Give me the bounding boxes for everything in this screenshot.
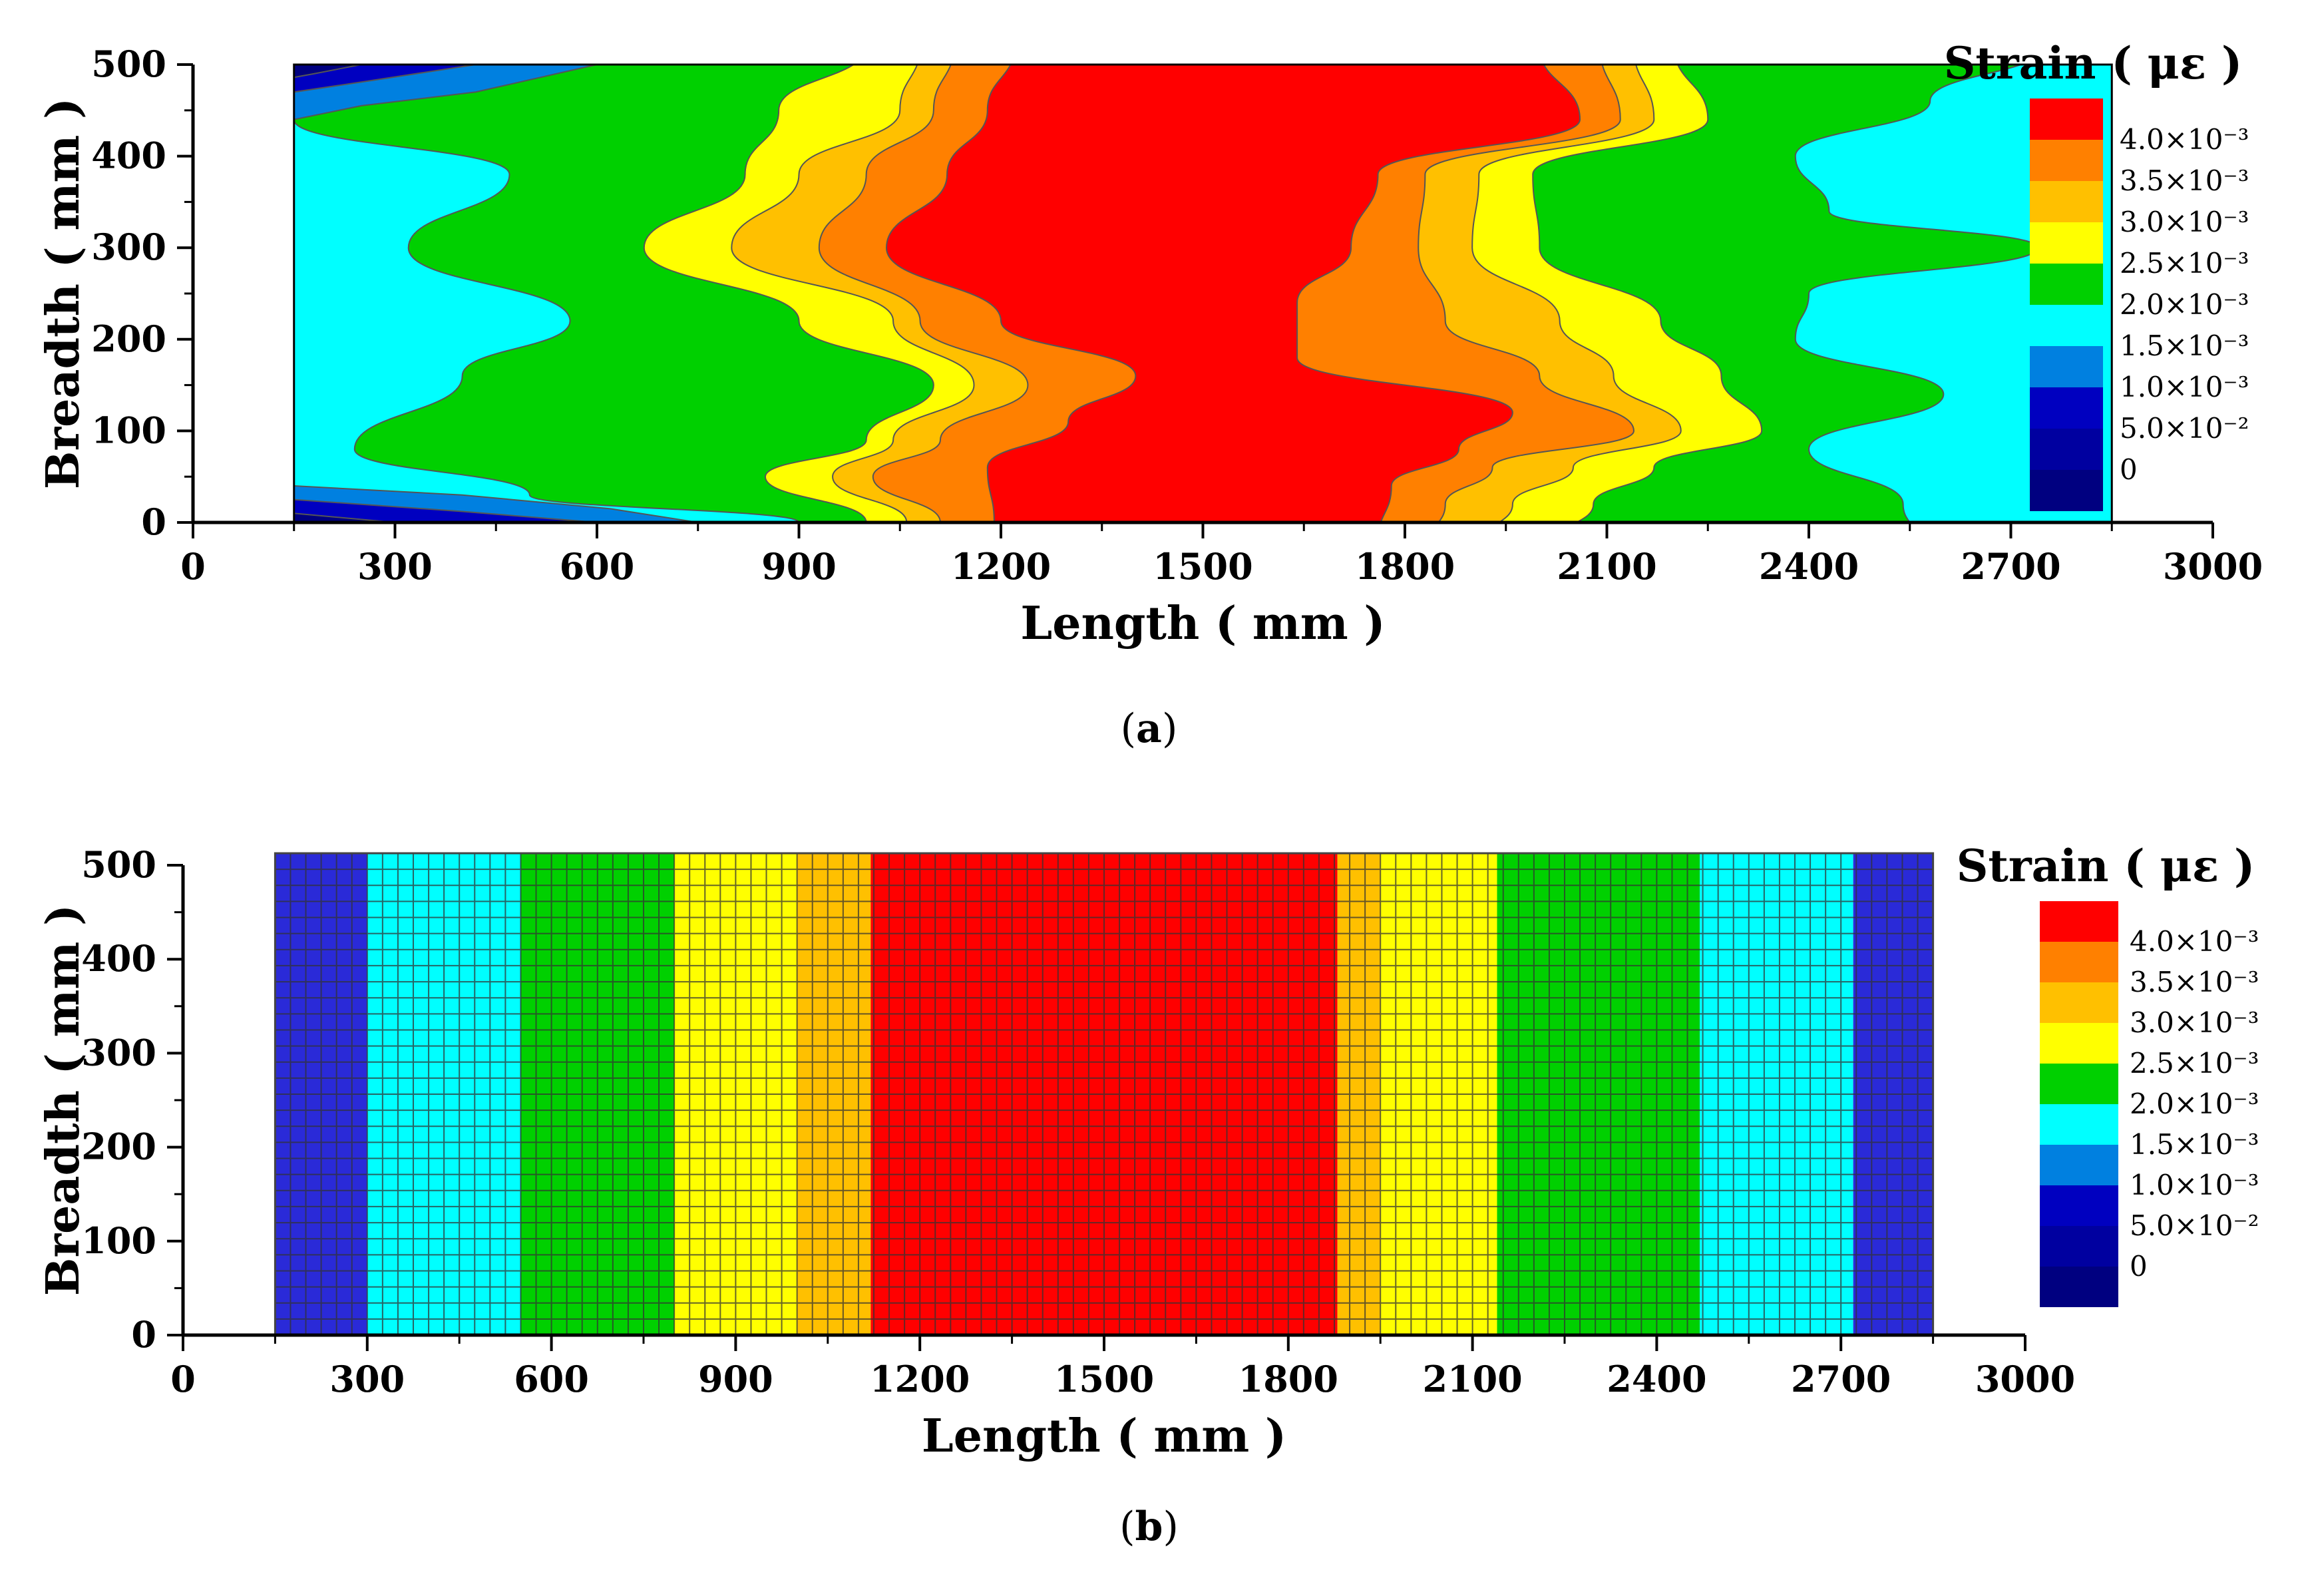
x-tick-label: 0 xyxy=(180,545,206,588)
legend-label: 0 xyxy=(2120,453,2138,486)
y-axis-title: Breadth ( mm ) xyxy=(37,904,90,1296)
legend-swatch xyxy=(2040,942,2118,982)
legend-label: 5.0×10⁻² xyxy=(2130,1209,2259,1242)
panel-b: 0 300 600 900 1200 1500 1800 2100 2400 2700 3000 0 1… xyxy=(0,798,2298,1596)
y-tick-label: 100 xyxy=(91,409,166,451)
x-tick-label: 600 xyxy=(560,545,635,588)
legend-swatch xyxy=(2040,1226,2118,1267)
x-axis-title: Length ( mm ) xyxy=(922,1410,1286,1463)
legend-swatch xyxy=(2030,429,2103,470)
legend-swatch xyxy=(2030,387,2103,429)
y-tick-label: 300 xyxy=(81,1031,156,1074)
x-tick-label: 3000 xyxy=(2163,545,2263,588)
x-tick-label: 300 xyxy=(329,1358,405,1400)
x-tick-label: 1800 xyxy=(1239,1358,1338,1400)
legend-swatch xyxy=(2030,222,2103,264)
legend-label: 4.0×10⁻³ xyxy=(2130,925,2259,958)
y-tick-label: 500 xyxy=(91,43,166,85)
heatmap-grid xyxy=(274,853,1934,1336)
contour-chart-a: 0 300 600 900 1200 1500 1800 2100 2400 2700 300001… xyxy=(37,37,2263,650)
legend-label: 2.5×10⁻³ xyxy=(2120,247,2249,280)
y-tick-label: 200 xyxy=(81,1125,156,1168)
legend-swatch xyxy=(2030,181,2103,222)
legend-swatch xyxy=(2030,305,2103,346)
y-tick-label: 300 xyxy=(91,226,166,268)
contour-regions xyxy=(293,65,2112,522)
x-tick-label: 2400 xyxy=(1759,545,1859,588)
y-tick-label: 0 xyxy=(141,500,166,543)
legend-label: 1.0×10⁻³ xyxy=(2120,371,2249,403)
x-tick-label: 300 xyxy=(357,545,433,588)
x-tick-label: 1500 xyxy=(1054,1358,1154,1400)
region-darkblue-top xyxy=(293,65,477,93)
x-tick-label: 2700 xyxy=(1791,1358,1891,1400)
y-tick-label: 500 xyxy=(81,843,156,886)
y-axis-title: Breadth ( mm ) xyxy=(37,98,90,489)
legend-label: 4.0×10⁻³ xyxy=(2120,123,2249,156)
legend-label: 2.5×10⁻³ xyxy=(2130,1047,2259,1080)
x-tick-label: 3000 xyxy=(1975,1358,2075,1400)
x-tick-label: 1800 xyxy=(1355,545,1455,588)
legend-label: 1.5×10⁻³ xyxy=(2130,1128,2259,1161)
heatmap-chart-b: 0 300 600 900 1200 1500 1800 2100 2400 2700 300001… xyxy=(37,840,2259,1463)
region-red xyxy=(886,65,1581,522)
legend-swatch xyxy=(2030,470,2103,511)
x-tick-label: 600 xyxy=(514,1358,589,1400)
legend-label: 2.0×10⁻³ xyxy=(2120,288,2249,321)
legend-label: 1.5×10⁻³ xyxy=(2120,329,2249,362)
legend-label: 3.5×10⁻³ xyxy=(2130,966,2259,998)
legend-swatch xyxy=(2040,1064,2118,1104)
legend-label: 5.0×10⁻² xyxy=(2120,412,2249,445)
x-tick-label: 1200 xyxy=(951,545,1051,588)
legend-label: 3.0×10⁻³ xyxy=(2120,206,2249,238)
legend-title: Strain ( με ) xyxy=(1957,840,2255,892)
legend-swatch xyxy=(2040,901,2118,942)
legend-label: 1.0×10⁻³ xyxy=(2130,1169,2259,1201)
y-tick-label: 200 xyxy=(91,317,166,360)
legend-swatch xyxy=(2030,140,2103,181)
legend-swatch xyxy=(2040,1185,2118,1226)
legend-swatch xyxy=(2040,982,2118,1023)
panel-a: 0 300 600 900 1200 1500 1800 2100 2400 2700 3000 0 1… xyxy=(37,37,2263,752)
legend-label: 3.5×10⁻³ xyxy=(2120,164,2249,197)
caption-b: (b) xyxy=(1119,1503,1179,1550)
y-tick-label: 0 xyxy=(131,1313,156,1356)
region-navy-top xyxy=(293,65,362,79)
x-tick-label: 2400 xyxy=(1607,1358,1706,1400)
legend-swatch xyxy=(2040,1023,2118,1064)
x-tick-label: 2700 xyxy=(1961,545,2060,588)
legend-swatch xyxy=(2030,264,2103,305)
x-tick-label: 1200 xyxy=(870,1358,970,1400)
x-tick-label: 2100 xyxy=(1557,545,1656,588)
y-tick-label: 400 xyxy=(81,937,156,980)
x-tick-label: 900 xyxy=(761,545,837,588)
legend-label: 0 xyxy=(2130,1250,2148,1283)
legend-label: 2.0×10⁻³ xyxy=(2130,1088,2259,1120)
legend-swatch xyxy=(2040,1267,2118,1307)
region-darkblue-bottom xyxy=(293,499,598,522)
y-tick-label: 400 xyxy=(91,134,166,177)
x-tick-label: 2100 xyxy=(1422,1358,1522,1400)
y-tick-label: 100 xyxy=(81,1219,156,1262)
legend-swatch xyxy=(2040,1145,2118,1185)
x-tick-label: 1500 xyxy=(1153,545,1252,588)
legend-title: Strain ( με ) xyxy=(1944,37,2243,89)
legend-label: 3.0×10⁻³ xyxy=(2130,1006,2259,1039)
caption-a: (a) xyxy=(1120,705,1178,752)
legend-swatch xyxy=(2040,1104,2118,1145)
x-tick-label: 0 xyxy=(170,1358,196,1400)
legend-swatch xyxy=(2030,346,2103,387)
legend-swatch xyxy=(2030,99,2103,140)
x-axis-title: Length ( mm ) xyxy=(1020,597,1385,650)
x-tick-label: 900 xyxy=(698,1358,773,1400)
region-navy-bottom xyxy=(293,512,395,522)
